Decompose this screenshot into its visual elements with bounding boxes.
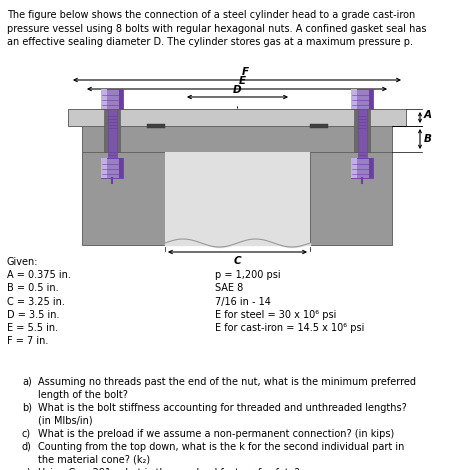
- Bar: [310, 152, 392, 245]
- Bar: [82, 152, 165, 245]
- Text: What is the preload if we assume a non-permanent connection? (in kips): What is the preload if we assume a non-p…: [38, 429, 394, 439]
- Text: D = 3.5 in.: D = 3.5 in.: [7, 310, 60, 320]
- Text: Using C = .291, what is the overload factor of safety?: Using C = .291, what is the overload fac…: [38, 468, 300, 470]
- Text: A: A: [424, 110, 432, 119]
- Bar: [351, 158, 373, 178]
- Bar: [351, 158, 357, 178]
- Text: 7/16 in - 14: 7/16 in - 14: [215, 297, 271, 306]
- Text: c): c): [22, 429, 31, 439]
- Text: B = 0.5 in.: B = 0.5 in.: [7, 283, 59, 293]
- Text: a): a): [22, 376, 32, 387]
- Bar: [119, 89, 123, 109]
- Bar: [68, 109, 406, 126]
- Bar: [369, 89, 373, 109]
- Text: Counting from the top down, what is the k for the second individual part in: Counting from the top down, what is the …: [38, 442, 404, 452]
- Text: (in Mlbs/in): (in Mlbs/in): [38, 415, 92, 426]
- Text: pressure vessel using 8 bolts with regular hexagonal nuts. A confined gasket sea: pressure vessel using 8 bolts with regul…: [7, 24, 427, 33]
- Bar: [147, 124, 165, 128]
- Bar: [101, 89, 123, 109]
- Text: C: C: [233, 256, 241, 266]
- Bar: [101, 158, 107, 178]
- Text: E: E: [238, 76, 246, 86]
- Text: b): b): [22, 403, 32, 413]
- Bar: [101, 89, 107, 109]
- Text: B: B: [424, 134, 432, 144]
- Bar: [369, 158, 373, 178]
- Text: e): e): [22, 468, 32, 470]
- Text: The figure below shows the connection of a steel cylinder head to a grade cast-i: The figure below shows the connection of…: [7, 10, 415, 20]
- Text: SAE 8: SAE 8: [215, 283, 243, 293]
- Text: the material cone? (k₂): the material cone? (k₂): [38, 454, 150, 465]
- Bar: [165, 152, 310, 245]
- Text: an effective sealing diameter D. The cylinder stores gas at a maximum pressure p: an effective sealing diameter D. The cyl…: [7, 37, 413, 47]
- Text: What is the bolt stiffness accounting for threaded and unthreaded lengths?: What is the bolt stiffness accounting fo…: [38, 403, 407, 413]
- Text: length of the bolt?: length of the bolt?: [38, 390, 128, 400]
- Bar: [354, 109, 370, 152]
- Bar: [351, 89, 373, 109]
- Bar: [310, 124, 328, 128]
- Bar: [82, 126, 392, 152]
- Text: A = 0.375 in.: A = 0.375 in.: [7, 270, 71, 280]
- Text: E = 5.5 in.: E = 5.5 in.: [7, 323, 58, 333]
- Text: F: F: [241, 67, 248, 77]
- Bar: [119, 158, 123, 178]
- Bar: [104, 109, 120, 152]
- Text: F = 7 in.: F = 7 in.: [7, 336, 48, 346]
- Text: D: D: [233, 85, 241, 95]
- Text: E for steel = 30 x 10⁶ psi: E for steel = 30 x 10⁶ psi: [215, 310, 337, 320]
- Text: Given:: Given:: [7, 257, 38, 267]
- Text: d): d): [22, 442, 32, 452]
- Text: C = 3.25 in.: C = 3.25 in.: [7, 297, 65, 306]
- Text: p = 1,200 psi: p = 1,200 psi: [215, 270, 281, 280]
- Bar: [351, 89, 357, 109]
- Bar: [108, 89, 117, 176]
- Text: Assuming no threads past the end of the nut, what is the minimum preferred: Assuming no threads past the end of the …: [38, 376, 416, 387]
- Text: E for cast-iron = 14.5 x 10⁶ psi: E for cast-iron = 14.5 x 10⁶ psi: [215, 323, 365, 333]
- Bar: [358, 89, 367, 176]
- Bar: [101, 158, 123, 178]
